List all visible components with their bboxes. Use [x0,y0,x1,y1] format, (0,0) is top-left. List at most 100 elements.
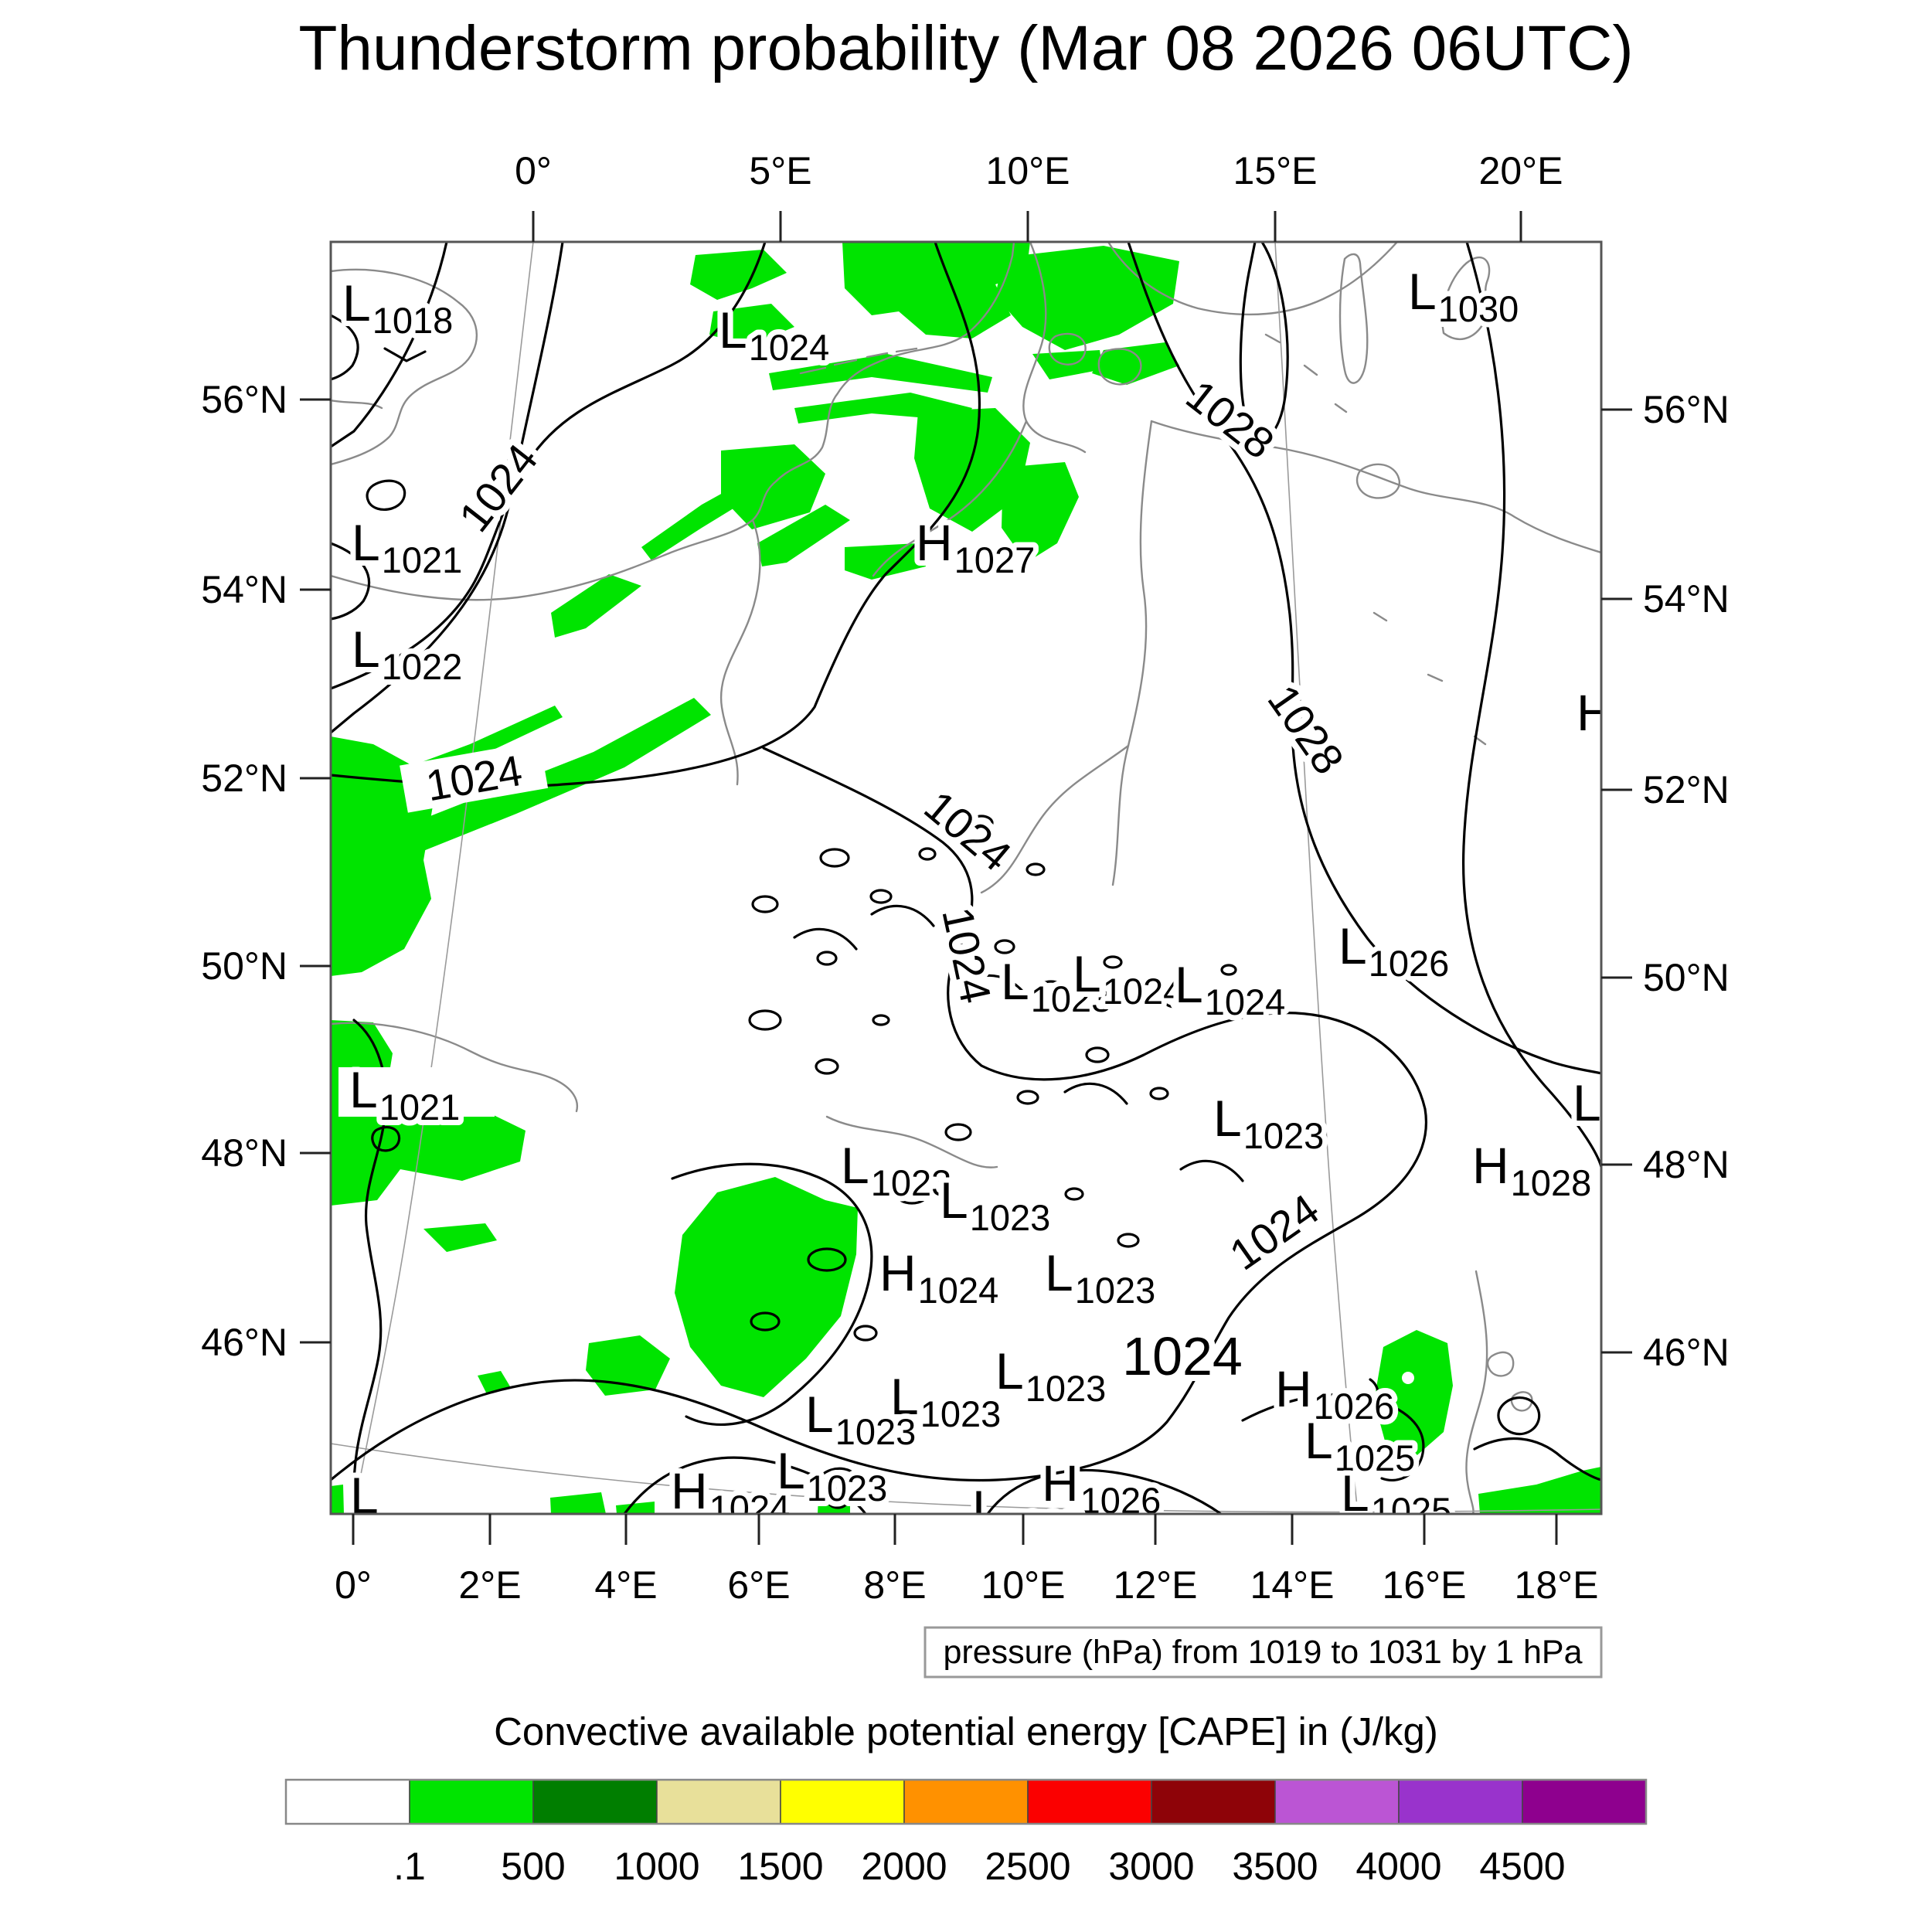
isobar-loop [853,1325,878,1342]
pressure-centre-label: L1024 [1175,956,1285,1022]
cape-patch [616,1502,655,1514]
pressure-centre-label: L1023 [1213,1090,1324,1156]
isobar-loop [1016,1090,1039,1105]
coastline [1048,332,1087,366]
cape-hole [1402,1372,1414,1384]
pressure-centre-label: L1024 [719,301,829,368]
axis-tick-label: 50°N [1643,956,1730,999]
colorbar-cell [1274,1779,1400,1825]
colorbar-cell [1151,1779,1276,1825]
colorbar-tick-label: 4000 [1355,1845,1441,1888]
pressure-centre-label: L1018 [342,274,453,341]
colorbar-cell [1398,1779,1523,1825]
isobar-value-label: 1028 [1258,676,1353,783]
axis-tick-label: 48°N [201,1131,287,1175]
axis-tick-label: 56°N [1643,388,1730,431]
pressure-centre-label: H1026 [1042,1454,1161,1521]
coastline [1097,348,1142,386]
colorbar-cell [903,1779,1029,1825]
isobar-loop [1085,1046,1110,1063]
isobar-loop [869,889,893,904]
cape-patch [331,1485,344,1514]
axis-tick-label: 8°E [863,1563,926,1607]
coastline-specks [1241,333,1487,746]
isobar-value-label: 1024 [916,781,1021,880]
map-canvas: 1024 1024 1024 1024 1028 1028 1024 1024 … [331,242,1601,1531]
pressure-centre-label: L1025 [1341,1464,1451,1531]
isobar-value-label: 1024 [1221,1184,1328,1279]
pressure-centre-label: L1021 [352,514,462,580]
cape-patch [423,1223,497,1252]
colorbar-border [284,1778,1648,1825]
pressure-centre-label: L [350,1467,379,1524]
page-title: Thunderstorm probability (Mar 08 2026 06… [298,13,1633,83]
colorbar-tick-label: 2000 [861,1845,947,1888]
pressure-centre-label: L1023 [1001,953,1111,1019]
pressure-centre-layer: L1018 L1024 L1030 L1021 L1022 H1027 L102… [337,257,1601,1531]
colorbar-cell [285,1779,410,1825]
river-line [872,420,1028,577]
isobar [331,747,1427,1482]
axis-tick-label: 15°E [1233,149,1318,192]
pressure-centre-label: H1028 [1472,1137,1591,1203]
coastline [1022,242,1087,454]
axis-tick-label: 0° [335,1563,372,1607]
cape-colorbar: Convective available potential energy [C… [284,1709,1648,1888]
graticule-parallel-45n [331,1443,1601,1513]
coastline-adriatic [1465,1270,1488,1514]
isobar-squiggles [793,904,1244,1182]
cape-patch [914,408,1030,532]
cape-patch [641,474,767,560]
isobar [331,242,767,690]
coastline [1355,463,1401,499]
pressure-note-text: pressure (hPa) from 1019 to 1031 by 1 hP… [943,1634,1582,1671]
isobar-loop [918,847,937,861]
cape-patch [586,1335,670,1396]
isobar [331,314,359,381]
isobar-loop [985,1216,1009,1233]
isobar-loop [1117,1233,1140,1248]
colorbar-tick-label: 500 [501,1845,565,1888]
map-frame [329,240,1603,1515]
colorbar-tick-label: .1 [393,1845,426,1888]
isobar-loop [1026,862,1046,876]
pressure-centre-label: H1027 [916,514,1035,580]
isobar [331,242,448,448]
isobar [331,542,371,621]
colorbar-tick-label: 3500 [1232,1845,1318,1888]
pressure-label-box [338,1067,495,1117]
colorbar-tick-label: 1500 [737,1845,823,1888]
coastline [331,399,383,410]
pressure-centre-label: L1023 [805,1386,916,1452]
pressure-centre-label: L1026 [1338,917,1449,984]
isobar [1473,1437,1601,1481]
axis-tick-label: 52°N [201,757,287,800]
left-axis: 56°N 54°N 52°N 50°N 48°N 46°N [201,378,331,1364]
cape-patch [842,242,1030,338]
isobar-value-label: 1028 [1178,370,1284,468]
pressure-centre-label: L1023 [841,1137,951,1203]
top-axis: 0° 5°E 10°E 15°E 20°E [515,149,1563,242]
isobar-loop [1037,980,1065,998]
pressure-centre-label: L1030 [1408,263,1519,329]
pressure-centre-label: L1023 [940,1172,1050,1238]
axis-tick-label: 20°E [1479,149,1563,192]
colorbar-tick-label: 2500 [985,1845,1070,1888]
axis-tick-label: 54°N [201,568,287,611]
colorbar-cell [1027,1779,1152,1825]
cape-patch [769,354,992,393]
isobar-value-label: 1024 [933,903,1001,1007]
isobar [366,479,406,511]
axis-tick-label: 0° [515,149,552,192]
pressure-centre-label: H1026 [1275,1360,1394,1427]
cape-patch [1002,462,1079,563]
pressure-centre-label: L1025 [1304,1412,1415,1478]
isobar-value-label: 1024 [1122,1326,1243,1386]
isobar-loop [1103,955,1123,969]
pressure-centre-label: L1023 [777,1442,887,1509]
coastline [1107,242,1399,316]
axis-tick-label: 52°N [1643,768,1730,811]
colorbar-tick-label: 4500 [1479,1845,1565,1888]
pressure-centre-label: L1023 [890,1368,1001,1434]
